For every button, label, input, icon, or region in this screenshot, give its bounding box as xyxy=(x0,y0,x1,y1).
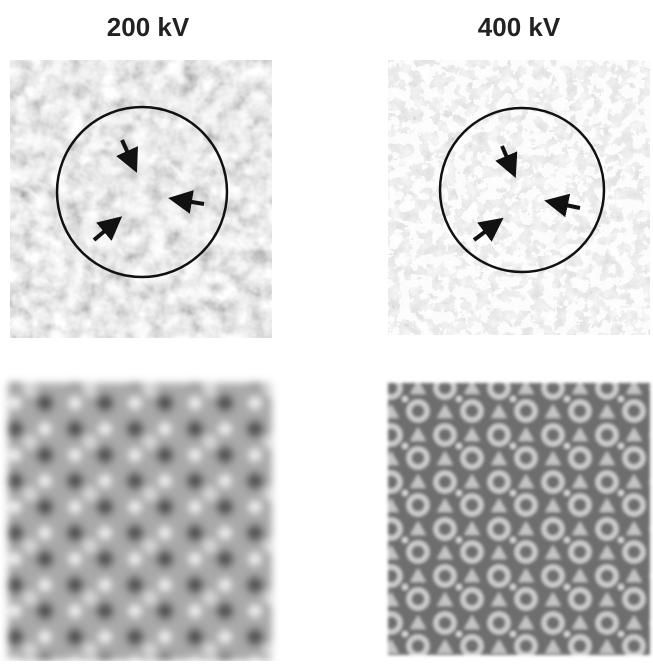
arrow xyxy=(92,216,123,242)
simulation xyxy=(388,383,650,655)
arrow xyxy=(544,193,581,218)
simulation xyxy=(8,383,272,660)
column-label: 200 kV xyxy=(107,12,190,42)
micrograph xyxy=(388,60,650,335)
arrow xyxy=(116,139,138,173)
arrow xyxy=(168,190,205,214)
arrow xyxy=(472,217,504,242)
annotations xyxy=(55,105,606,279)
micrograph xyxy=(10,60,272,338)
circle xyxy=(55,105,229,279)
circle xyxy=(438,106,606,274)
arrow xyxy=(495,145,518,179)
column-label: 400 kV xyxy=(478,12,561,42)
